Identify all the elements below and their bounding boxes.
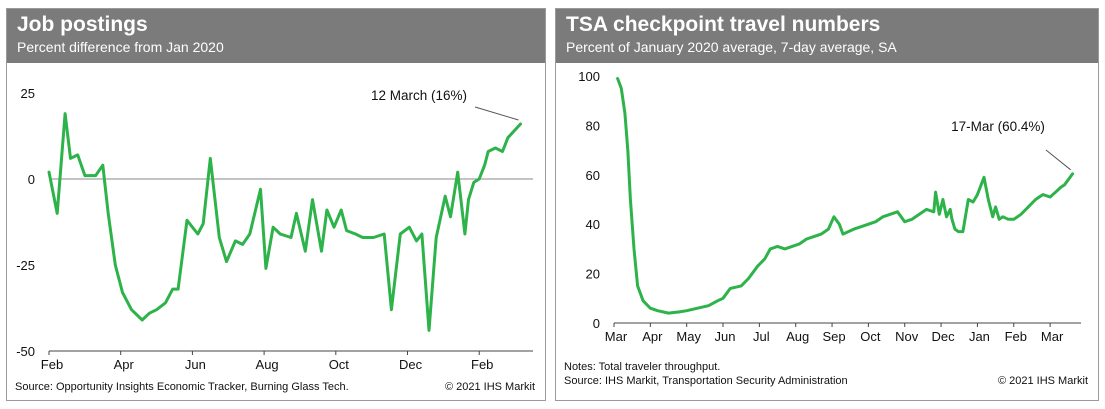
job-postings-panel: Job postings Percent difference from Jan… [6,8,546,401]
source-note: Source: IHS Markit, Transportation Secur… [564,375,848,387]
y-tick-label: -50 [16,344,35,359]
y-tick-label: 25 [21,86,35,101]
x-tick-label: Aug [256,357,279,372]
tsa-panel: TSA checkpoint travel numbers Percent of… [555,8,1099,401]
tsa-header: TSA checkpoint travel numbers Percent of… [556,9,1098,63]
x-tick-label: Jun [715,329,736,344]
chart-title: Job postings [17,13,148,36]
x-tick-label: Apr [114,357,135,372]
y-tick-label: 40 [586,217,600,232]
source-note: Source: Opportunity Insights Economic Tr… [15,381,349,393]
chart-subtitle: Percent difference from Jan 2020 [17,39,224,55]
x-tick-label: Jun [185,357,206,372]
x-tick-label: Oct [329,357,350,372]
x-tick-label: Mar [605,329,628,344]
y-tick-label: 20 [586,267,600,282]
job-postings-chart: 25 0 -25 -50 Feb Apr Jun Aug Oct Dec Feb 12 March (… [16,86,533,372]
copyright-note: © 2021 IHS Markit [997,375,1088,387]
x-tick-label: Oct [860,329,881,344]
x-tick-label: Nov [895,329,919,344]
y-tick-label: 100 [578,69,600,84]
x-tick-label: Mar [1041,329,1064,344]
x-tick-label: Feb [1005,329,1027,344]
chart-title: TSA checkpoint travel numbers [566,13,881,36]
annotation-label: 12 March (16%) [371,88,467,103]
x-tick-label: Feb [41,357,63,372]
x-tick-label: Feb [471,357,493,372]
copyright-note: © 2021 IHS Markit [444,381,535,393]
y-tick-label: 80 [586,118,600,133]
x-tick-label: Dec [399,357,423,372]
x-tick-label: Sep [822,329,845,344]
annotation-pointer [1045,149,1071,171]
job-postings-header: Job postings Percent difference from Jan… [7,9,545,63]
series-line [616,77,1075,315]
chart-subtitle: Percent of January 2020 average, 7-day a… [566,39,897,55]
y-tick-label: 60 [586,168,600,183]
x-tick-label: Apr [642,329,663,344]
x-tick-label: May [676,329,701,344]
annotation-label: 17-Mar (60.4%) [951,119,1045,134]
x-tick-label: Dec [932,329,956,344]
y-tick-label: 0 [593,316,600,331]
notes-note: Notes: Total traveler throughput. [564,361,721,373]
x-tick-label: Aug [786,329,809,344]
x-tick-label: Jul [753,329,770,344]
annotation-pointer [474,106,519,121]
tsa-chart: 100 80 60 40 20 0 Mar Apr May Jun Jul Aug Sep Oct Nov D… [578,69,1081,344]
y-tick-label: -25 [16,258,35,273]
x-tick-label: Jan [969,329,990,344]
y-tick-label: 0 [28,172,35,187]
series-line [47,112,522,332]
